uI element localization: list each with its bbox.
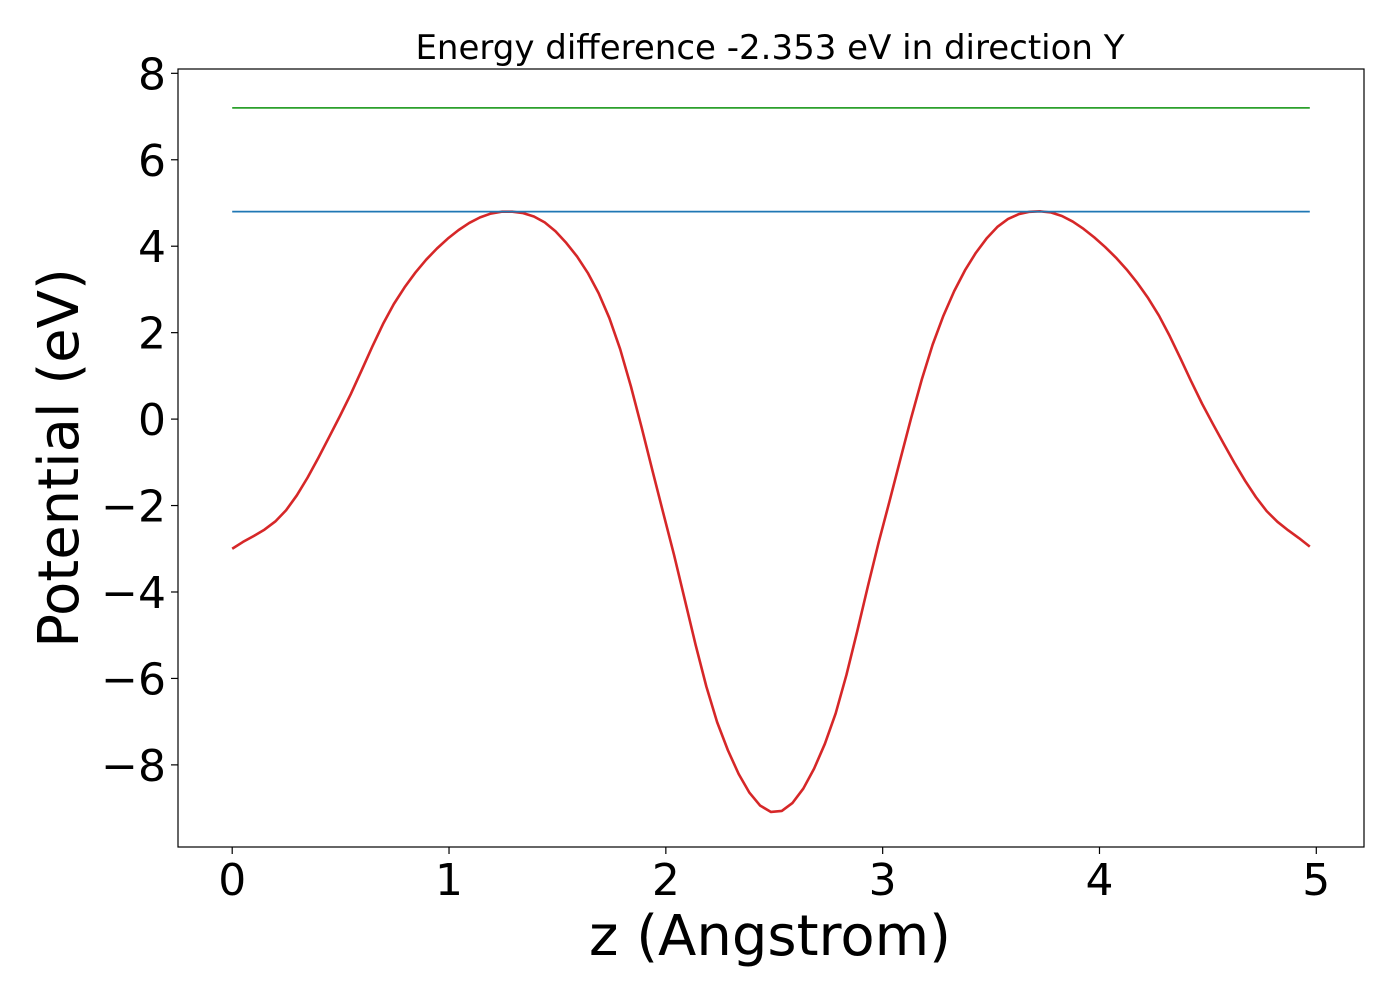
y-tick-label: −4 <box>101 568 166 619</box>
x-tick-label: 5 <box>1302 855 1330 906</box>
y-tick-label: 2 <box>138 309 166 360</box>
y-tick-label: 0 <box>138 395 166 446</box>
x-tick-label: 2 <box>652 855 680 906</box>
series-layer <box>231 107 1311 814</box>
x-tick-label: 0 <box>218 855 246 906</box>
y-tick-label: 6 <box>138 136 166 187</box>
y-tick-label: −6 <box>101 654 166 705</box>
x-tick-label: 4 <box>1085 855 1113 906</box>
series-line-1 <box>231 210 1311 814</box>
chart-title: Energy difference -2.353 eV in direction… <box>415 28 1124 68</box>
x-tick-label: 1 <box>435 855 463 906</box>
y-axis-ticks: −8 −6 −4 −2 0 2 4 6 8 <box>101 49 178 792</box>
y-axis-title: Potential (eV) <box>27 268 92 648</box>
y-tick-label: 4 <box>138 222 166 273</box>
y-tick-label: −8 <box>101 741 166 792</box>
y-tick-label: −2 <box>101 482 166 533</box>
y-tick-label: 8 <box>138 49 166 100</box>
plot-frame <box>177 68 1365 848</box>
x-axis-ticks: 0 1 2 3 4 5 <box>218 847 1330 906</box>
x-axis-title: z (Angstrom) <box>589 904 951 969</box>
x-tick-label: 3 <box>869 855 897 906</box>
